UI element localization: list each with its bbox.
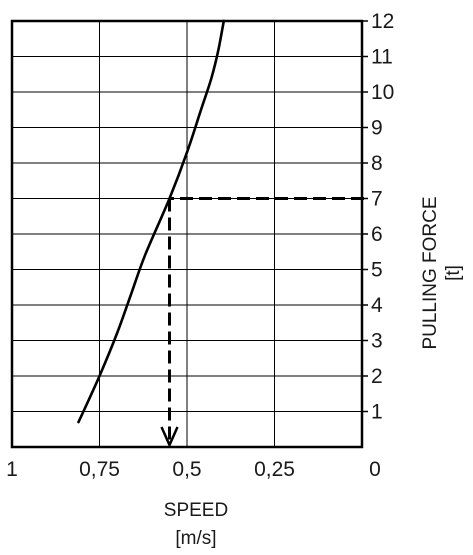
x-tick-label: 1 xyxy=(6,458,18,481)
y-tick-label: 3 xyxy=(371,330,383,353)
x-tick-label: 0,75 xyxy=(79,458,120,481)
force-speed-annotation xyxy=(160,197,364,449)
grid xyxy=(12,21,362,447)
x-axis-label: SPEED xyxy=(164,500,228,521)
y-tick-label: 9 xyxy=(371,117,383,140)
y-tick-label: 2 xyxy=(371,365,383,388)
y-tick-label: 1 xyxy=(371,401,383,424)
x-tick-label: 0,5 xyxy=(172,458,201,481)
y-tick-label: 10 xyxy=(371,81,394,104)
y-tick-label: 12 xyxy=(371,10,394,33)
x-tick-label: 0,25 xyxy=(254,458,295,481)
x-tick-label: 0 xyxy=(369,458,381,481)
y-tick-label: 11 xyxy=(371,46,393,69)
x-axis-unit: [m/s] xyxy=(175,528,216,549)
force-speed-curve xyxy=(77,19,226,424)
y-tick-label: 5 xyxy=(371,259,383,282)
y-tick-label: 6 xyxy=(371,223,383,246)
x-axis-ticks: 1 0,75 0,5 0,25 0 xyxy=(6,458,381,481)
down-arrow-icon xyxy=(160,426,179,449)
y-axis-unit: [t] xyxy=(443,265,464,281)
y-tick-label: 8 xyxy=(371,152,383,175)
y-axis-label: PULLING FORCE xyxy=(420,196,441,349)
y-tick-label: 7 xyxy=(371,188,383,211)
y-tick-label: 4 xyxy=(371,294,383,317)
